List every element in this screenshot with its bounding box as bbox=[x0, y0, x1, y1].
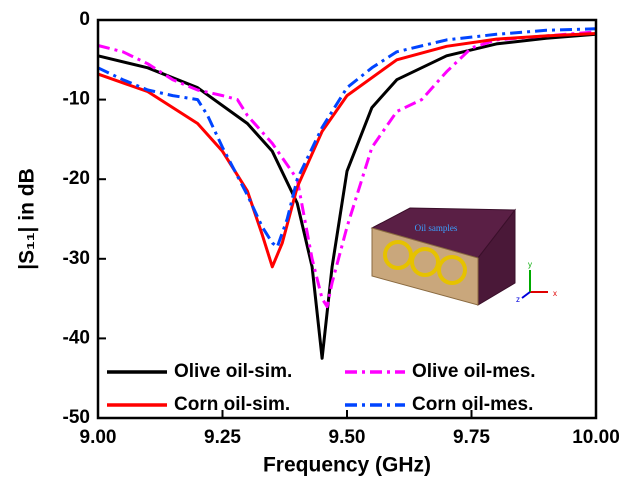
chart: Oil samples x y z Frequency (GHz) |S₁₁| … bbox=[0, 0, 628, 487]
x-tick-label: 9.25 bbox=[204, 427, 241, 448]
y-tick-label: 0 bbox=[79, 9, 90, 30]
legend-label: Corn oil-mes. bbox=[412, 394, 533, 415]
series-line bbox=[98, 34, 596, 358]
axis-letter: y bbox=[528, 260, 532, 269]
x-tick-label: 10.00 bbox=[572, 427, 620, 448]
y-tick-label: -50 bbox=[63, 407, 90, 428]
legend-label: Olive oil-sim. bbox=[174, 361, 292, 382]
axis-arrow bbox=[522, 292, 530, 298]
legend-label: Corn oil-sim. bbox=[174, 394, 290, 415]
y-axis-label: |S₁₁| in dB bbox=[16, 168, 39, 269]
y-tick-label: -40 bbox=[63, 327, 90, 348]
x-tick-label: 9.75 bbox=[453, 427, 490, 448]
axis-letter: x bbox=[553, 289, 557, 298]
inset-model: Oil samples x y z bbox=[372, 208, 557, 305]
y-tick-label: -10 bbox=[63, 89, 90, 110]
legend-label: Olive oil-mes. bbox=[412, 361, 536, 382]
y-tick-label: -30 bbox=[63, 248, 90, 269]
inset-label: Oil samples bbox=[415, 223, 458, 233]
axis-letter: z bbox=[516, 295, 520, 304]
x-tick-label: 9.50 bbox=[329, 427, 366, 448]
x-axis-label: Frequency (GHz) bbox=[263, 454, 431, 477]
y-tick-label: -20 bbox=[63, 168, 90, 189]
x-tick-label: 9.00 bbox=[80, 427, 117, 448]
series-line bbox=[98, 29, 596, 247]
